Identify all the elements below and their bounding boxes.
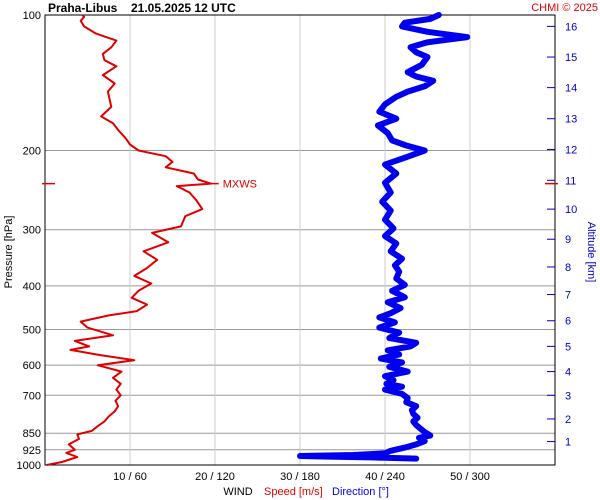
pressure-tick-label: 600 bbox=[23, 360, 41, 372]
pressure-tick-label: 100 bbox=[23, 10, 41, 22]
wind-tick-label: 30 / 180 bbox=[280, 471, 320, 483]
direction-series-line bbox=[297, 12, 471, 462]
mxws-label: MXWS bbox=[223, 179, 257, 191]
plot-frame bbox=[44, 14, 556, 466]
altitude-tick-label: 15 bbox=[565, 52, 577, 64]
altitude-tick-label: 13 bbox=[565, 114, 577, 126]
speed-gridlines bbox=[129, 15, 471, 465]
altitude-tick-label: 7 bbox=[565, 290, 571, 302]
altitude-tick-label: 10 bbox=[565, 204, 577, 216]
altitude-tick-label: 3 bbox=[565, 390, 571, 402]
wind-tick-label: 40 / 240 bbox=[365, 471, 405, 483]
altitude-tick-label: 16 bbox=[565, 21, 577, 33]
pressure-tick-labels: 100 200 300 400 500 600 700 850 925 1000 bbox=[17, 10, 41, 472]
altitude-tick-label: 9 bbox=[565, 234, 571, 246]
altitude-tick-label: 1 bbox=[565, 437, 571, 449]
altitude-axis-label: Altitude [km] bbox=[585, 222, 597, 283]
altitude-tick-label: 14 bbox=[565, 83, 577, 95]
pressure-tick-label: 925 bbox=[23, 445, 41, 457]
sounding-datetime: 21.05.2025 12 UTC bbox=[131, 1, 236, 15]
altitude-tick-label: 8 bbox=[565, 262, 571, 274]
wind-axis-title: WIND bbox=[223, 486, 252, 498]
pressure-tick-label: 300 bbox=[23, 225, 41, 237]
pressure-tick-label: 850 bbox=[23, 428, 41, 440]
direction-axis-label: Direction [°] bbox=[332, 486, 389, 498]
altitude-tick-label: 12 bbox=[565, 144, 577, 156]
pressure-tick-label: 500 bbox=[23, 325, 41, 337]
altitude-tick-label: 11 bbox=[565, 175, 576, 187]
credit-label: CHMI © 2025 bbox=[531, 2, 598, 14]
wind-tick-labels: 10 / 60 20 / 120 30 / 180 40 / 240 50 / 300 bbox=[113, 471, 490, 483]
wind-tick-label: 20 / 120 bbox=[195, 471, 235, 483]
speed-series-line bbox=[46, 14, 212, 466]
altitude-tick-label: 6 bbox=[565, 316, 571, 328]
pressure-tick-label: 1000 bbox=[17, 460, 41, 472]
wind-axis-prefix: WIND bbox=[223, 486, 252, 498]
altitude-tick-label: 2 bbox=[565, 414, 571, 426]
pressure-axis-label: Pressure [hPa] bbox=[3, 216, 15, 289]
speed-axis-label: Speed [m/s] bbox=[264, 486, 323, 498]
wind-tick-label: 10 / 60 bbox=[113, 471, 147, 483]
mxws-annotation: MXWS bbox=[210, 179, 257, 191]
pressure-tick-label: 700 bbox=[23, 390, 41, 402]
altitude-tick-label: 5 bbox=[565, 341, 571, 353]
station-name: Praha-Libus bbox=[48, 1, 118, 15]
altitude-tick-label: 4 bbox=[565, 367, 571, 379]
pressure-tick-label: 200 bbox=[23, 145, 41, 157]
wind-tick-label: 50 / 300 bbox=[450, 471, 490, 483]
pressure-tick-label: 400 bbox=[23, 281, 41, 293]
